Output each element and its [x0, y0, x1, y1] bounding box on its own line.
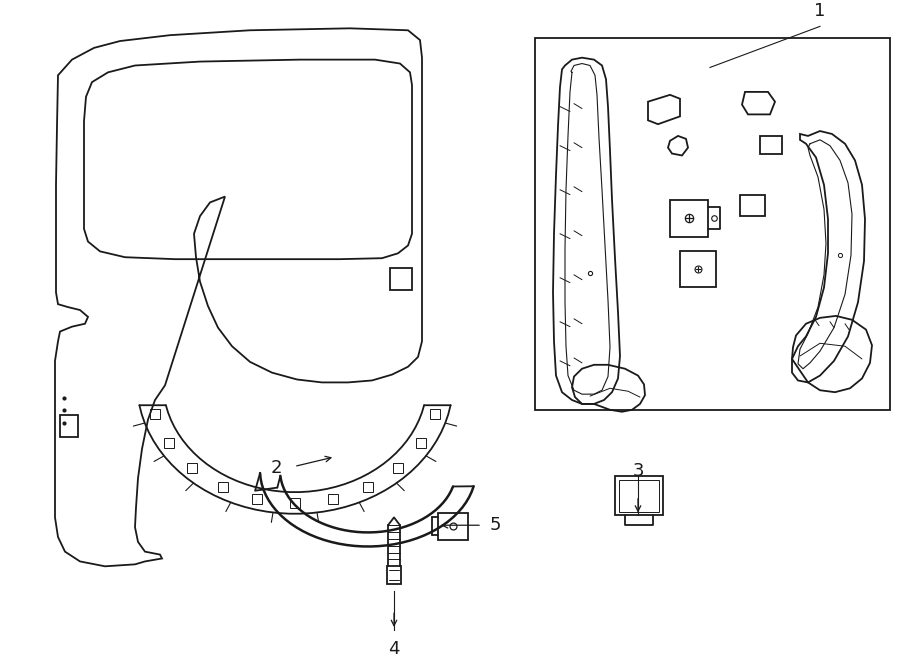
- Text: 3: 3: [632, 462, 644, 481]
- Text: 1: 1: [814, 3, 825, 20]
- Text: 4: 4: [388, 640, 400, 658]
- Bar: [535, 38, 890, 410]
- Text: 2: 2: [271, 459, 282, 477]
- Text: 5: 5: [490, 516, 501, 534]
